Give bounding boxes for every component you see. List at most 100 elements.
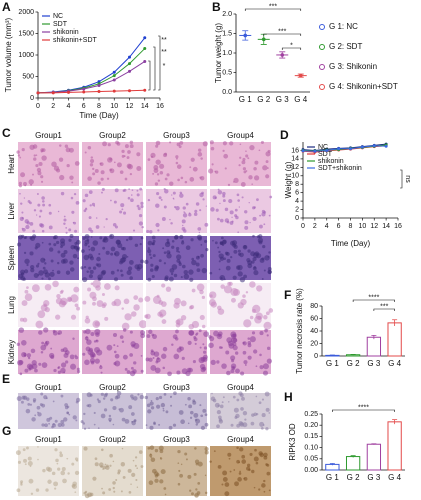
texture (237, 477, 242, 482)
texture (51, 161, 57, 167)
texture (80, 266, 84, 270)
texture (194, 342, 197, 345)
texture (197, 481, 201, 485)
texture (147, 198, 151, 202)
micrograph (146, 189, 207, 233)
legend-swatch (319, 24, 325, 30)
texture (57, 366, 61, 369)
texture (156, 473, 160, 477)
texture (218, 250, 221, 254)
texture (253, 349, 258, 354)
texture (218, 419, 224, 424)
legend-label: SDT (318, 151, 333, 158)
texture (201, 267, 208, 274)
texture (44, 423, 48, 428)
texture (52, 400, 55, 403)
texture (140, 259, 144, 264)
y-tick-label: 6 (295, 190, 299, 197)
x-tick-label: 10 (358, 223, 366, 230)
texture (235, 368, 240, 374)
texture (221, 401, 224, 404)
texture (222, 396, 225, 399)
texture (195, 255, 200, 260)
texture (204, 422, 209, 427)
texture (160, 198, 163, 201)
texture (219, 202, 221, 205)
texture (136, 193, 140, 197)
texture (24, 219, 29, 224)
texture (73, 192, 77, 196)
texture (149, 230, 153, 234)
texture (205, 248, 209, 252)
texture (30, 268, 35, 273)
texture (72, 253, 78, 259)
texture (147, 240, 153, 246)
texture (126, 156, 130, 160)
texture (121, 253, 128, 260)
texture (60, 470, 66, 476)
texture (219, 218, 224, 223)
texture (190, 238, 194, 242)
texture (92, 301, 96, 306)
texture (132, 459, 135, 462)
texture (100, 371, 103, 374)
texture (86, 338, 89, 341)
texture (27, 200, 31, 203)
texture (183, 229, 187, 233)
texture (234, 481, 239, 487)
texture (117, 242, 123, 249)
texture (76, 369, 81, 374)
texture (185, 202, 189, 206)
texture (147, 446, 151, 450)
texture (103, 226, 105, 228)
texture (75, 400, 79, 404)
texture (226, 220, 230, 224)
texture (145, 424, 148, 427)
texture (93, 423, 96, 426)
x-tick-label: 0 (36, 103, 40, 110)
texture (249, 452, 253, 457)
texture (40, 351, 44, 354)
texture (45, 397, 48, 400)
texture (110, 252, 114, 256)
row-label: Heart (7, 153, 16, 173)
texture (138, 320, 148, 329)
texture (129, 370, 136, 377)
texture (37, 412, 42, 417)
texture (254, 448, 257, 452)
texture (152, 468, 157, 474)
texture (198, 231, 201, 234)
point (128, 62, 131, 66)
texture (95, 263, 99, 267)
y-tick-label: 2000 (18, 9, 34, 16)
texture (29, 403, 33, 406)
texture (103, 393, 108, 398)
texture (60, 362, 67, 368)
texture (108, 488, 112, 491)
texture (261, 398, 265, 401)
texture (159, 479, 164, 484)
texture (217, 305, 222, 311)
texture (230, 240, 235, 246)
x-tick-label: 4 (325, 223, 329, 230)
texture (202, 198, 205, 201)
texture (138, 221, 143, 226)
texture (29, 465, 32, 468)
texture (235, 265, 241, 270)
texture (90, 282, 94, 286)
texture (100, 392, 104, 396)
texture (184, 452, 188, 456)
texture (163, 205, 167, 209)
texture (113, 490, 116, 493)
texture (188, 323, 195, 330)
texture (40, 150, 43, 153)
texture (123, 211, 127, 215)
texture (242, 341, 247, 346)
texture (241, 396, 245, 401)
texture (88, 248, 91, 251)
texture (193, 336, 197, 339)
point (128, 69, 131, 73)
texture (65, 270, 71, 275)
texture (259, 258, 265, 263)
texture (136, 165, 142, 171)
